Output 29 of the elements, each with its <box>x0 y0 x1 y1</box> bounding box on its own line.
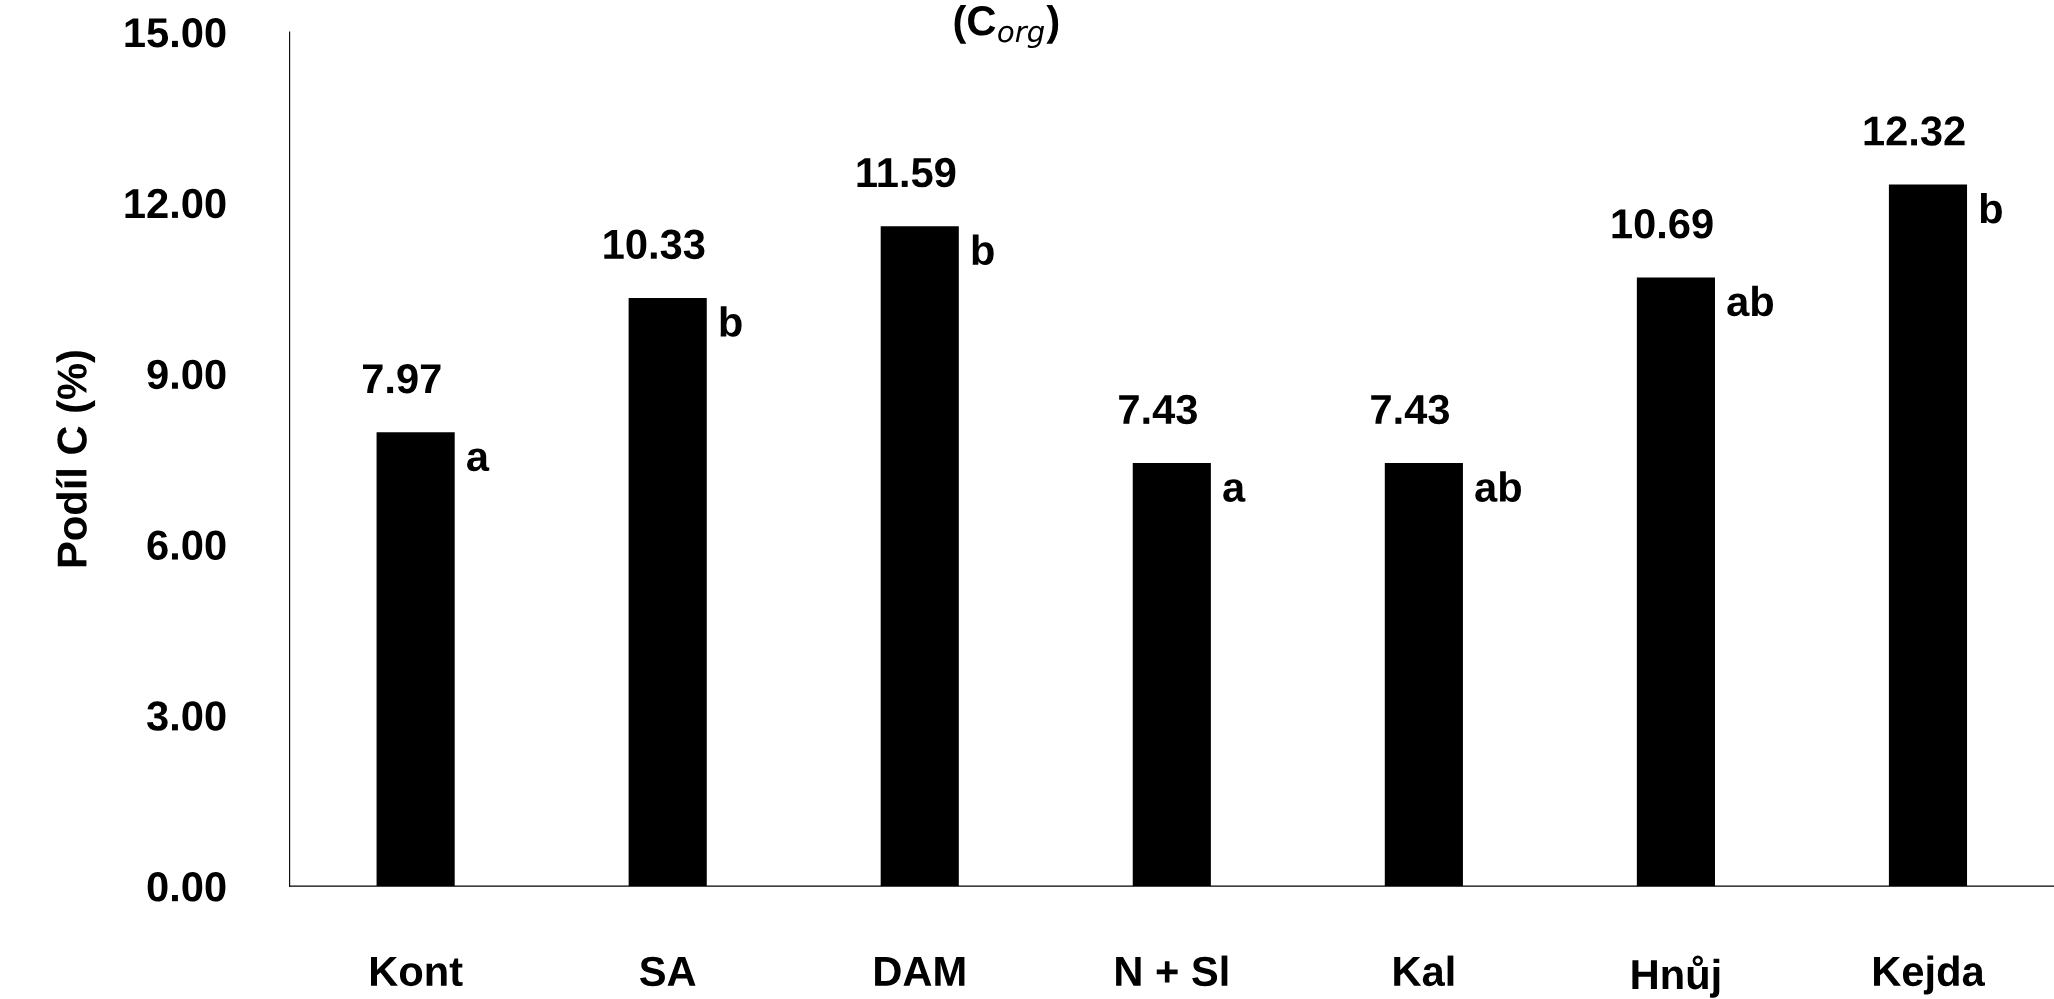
data-label: 12.32 <box>1864 116 1965 146</box>
y-tick-label: 9.00 <box>147 359 226 390</box>
data-label: 7.43 <box>1119 394 1197 425</box>
chart-title: (C$_{org}$) <box>954 4 1059 49</box>
y-tick-label: 12.00 <box>125 188 226 219</box>
y-tick-label: 6.00 <box>147 530 226 560</box>
annotation: b <box>1980 192 2002 224</box>
x-tick-label: Hnůj <box>1632 955 1720 998</box>
annotation: a <box>467 448 490 472</box>
x-tick-label: DAM <box>875 957 965 986</box>
data-label: 10.33 <box>604 229 705 260</box>
y-tick-label: 0.00 <box>147 872 226 902</box>
annotation: ab <box>1727 285 1774 317</box>
data-label: 7.97 <box>363 363 441 394</box>
x-tick-label: Kont <box>371 957 463 987</box>
x-tick-label: N + Sl <box>1116 955 1228 987</box>
x-tick-label: SA <box>639 956 696 987</box>
annotation: a <box>1223 479 1246 502</box>
data-label: 10.69 <box>1612 209 1713 239</box>
y-tick-label: 3.00 <box>146 701 226 731</box>
annotation: ab <box>1475 471 1521 502</box>
annotation: b <box>720 306 742 337</box>
data-label: 7.43 <box>1371 394 1450 425</box>
x-tick-label: Kejda <box>1874 955 1985 995</box>
x-tick-label: Kal <box>1394 955 1454 987</box>
y-tick-label: 15.00 <box>125 17 226 48</box>
data-label: 11.59 <box>857 157 956 188</box>
y-axis-title: Podíl C (%) <box>55 351 96 567</box>
annotation: b <box>972 234 994 266</box>
